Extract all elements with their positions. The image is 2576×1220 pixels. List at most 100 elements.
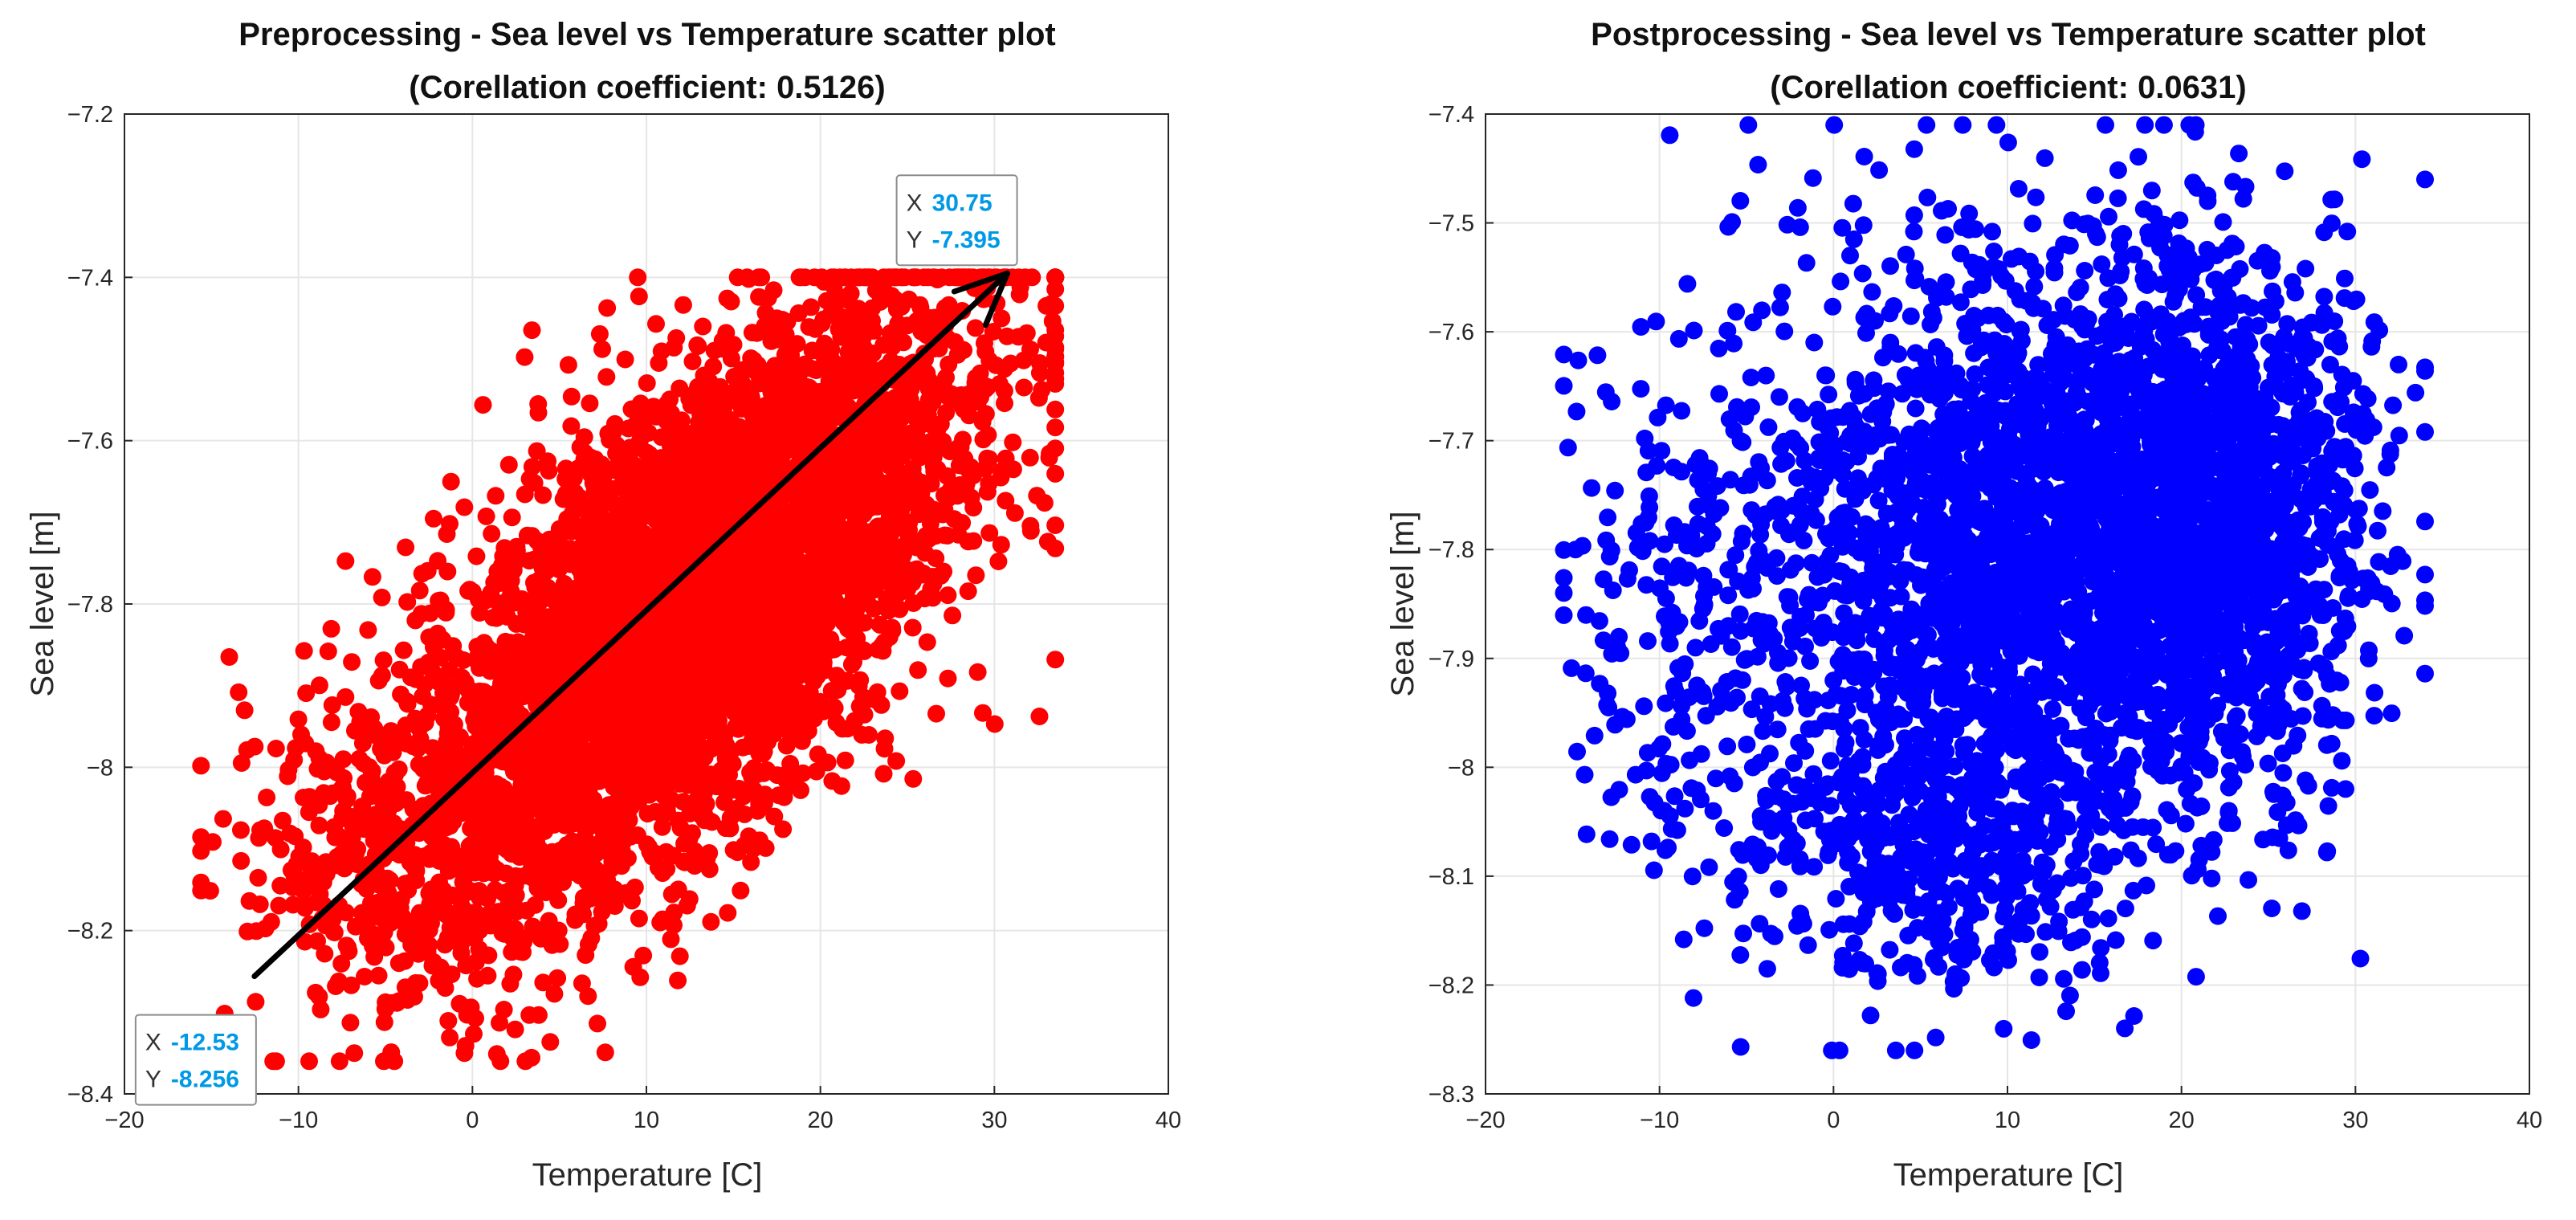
data-point [499, 894, 518, 912]
data-point [974, 704, 992, 722]
data-point [1046, 296, 1065, 315]
data-point [1021, 448, 1039, 467]
data-point [321, 787, 339, 806]
data-point [959, 582, 977, 601]
data-point [441, 1028, 459, 1047]
data-point [1009, 328, 1028, 346]
data-point [751, 268, 769, 287]
data-point [523, 321, 541, 340]
data-point [1030, 364, 1049, 382]
data-point [264, 1052, 283, 1071]
data-point [1021, 521, 1040, 540]
data-point [560, 781, 578, 800]
data-point [517, 609, 536, 627]
data-point [566, 905, 585, 924]
data-point [946, 333, 964, 351]
data-point [457, 957, 475, 975]
data-point [860, 726, 878, 744]
data-point [641, 843, 659, 861]
data-point [681, 770, 699, 789]
data-point [789, 629, 807, 647]
data-point [526, 896, 544, 914]
data-point [638, 374, 656, 392]
data-point [374, 651, 393, 670]
data-point [369, 671, 388, 690]
data-point [434, 630, 452, 649]
data-point [734, 383, 752, 402]
data-point [459, 581, 478, 600]
data-point [823, 592, 842, 610]
data-point [739, 736, 757, 755]
data-point [556, 470, 575, 488]
data-point [482, 584, 500, 602]
data-point [310, 816, 328, 834]
data-point [931, 566, 950, 585]
data-point [992, 536, 1010, 554]
data-point [1037, 333, 1055, 352]
data-point [438, 525, 456, 543]
data-point [980, 524, 999, 542]
data-point [487, 909, 506, 928]
data-point [630, 909, 648, 928]
data-point [593, 340, 611, 358]
data-point [192, 757, 210, 775]
data-point [438, 851, 456, 870]
data-point [753, 699, 772, 717]
data-point [1046, 280, 1065, 299]
data-point [891, 600, 909, 618]
data-point [371, 729, 389, 748]
data-point [562, 417, 581, 435]
data-point [442, 703, 460, 721]
data-point [846, 632, 864, 651]
data-point [888, 508, 907, 526]
data-point [939, 669, 957, 688]
data-point [1046, 516, 1065, 534]
data-point [389, 760, 408, 778]
data-point [341, 1014, 360, 1032]
data-point [723, 473, 742, 492]
data-point [232, 851, 251, 870]
data-point [474, 796, 492, 814]
data-point [669, 595, 687, 614]
data-point [927, 549, 945, 568]
data-point [702, 912, 720, 931]
data-point [899, 290, 918, 308]
data-point [909, 661, 927, 679]
data-point [997, 449, 1015, 467]
data-point [528, 922, 547, 941]
data-point [491, 686, 509, 704]
data-point [410, 974, 429, 993]
data-point [343, 653, 361, 671]
data-point [719, 550, 737, 569]
data-point [756, 366, 774, 385]
data-point [874, 765, 893, 783]
data-point [349, 703, 368, 721]
data-point [765, 807, 784, 826]
data-point [978, 483, 997, 501]
data-point [413, 565, 431, 583]
data-point [838, 671, 857, 690]
data-point [596, 1043, 614, 1062]
data-point [660, 515, 679, 533]
data-point [836, 751, 854, 769]
data-point [256, 920, 275, 938]
data-point [437, 906, 455, 924]
data-point [373, 588, 391, 606]
data-point [674, 296, 692, 314]
data-point [964, 499, 983, 517]
data-point [940, 489, 957, 508]
data-point [898, 316, 916, 335]
data-point [750, 794, 768, 813]
data-point [862, 539, 880, 557]
data-point [375, 888, 393, 907]
data-point [579, 935, 597, 953]
data-point [701, 765, 719, 784]
data-point [894, 576, 912, 594]
data-point [495, 1001, 513, 1018]
data-point [232, 821, 250, 839]
data-point [694, 317, 712, 336]
data-point [989, 553, 1008, 570]
data-point [421, 604, 439, 622]
data-point [627, 439, 646, 457]
data-point [240, 892, 259, 910]
